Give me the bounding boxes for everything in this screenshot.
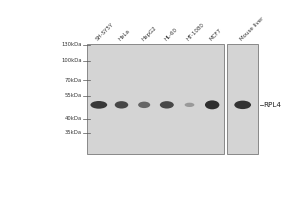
Text: 130kDa: 130kDa [61,42,82,47]
Text: HL-60: HL-60 [163,27,178,42]
Text: MCF7: MCF7 [208,28,223,42]
Text: HeLa: HeLa [118,28,131,42]
Bar [227,44,258,154]
Text: RPL4: RPL4 [263,102,281,108]
Ellipse shape [91,101,107,109]
Ellipse shape [115,101,128,109]
Ellipse shape [184,103,194,107]
Ellipse shape [160,101,174,109]
Text: Mouse liver: Mouse liver [239,16,265,42]
Text: HepG2: HepG2 [141,25,158,42]
Ellipse shape [205,100,219,109]
Text: SH-SY5Y: SH-SY5Y [95,22,115,42]
Text: 35kDa: 35kDa [65,130,82,135]
Text: 70kDa: 70kDa [64,78,82,83]
Text: 55kDa: 55kDa [64,93,82,98]
Bar [88,44,224,154]
Text: 100kDa: 100kDa [61,58,82,63]
Ellipse shape [138,102,150,108]
Text: 40kDa: 40kDa [64,116,82,121]
Ellipse shape [234,101,251,109]
Text: HT-1080: HT-1080 [186,22,206,42]
